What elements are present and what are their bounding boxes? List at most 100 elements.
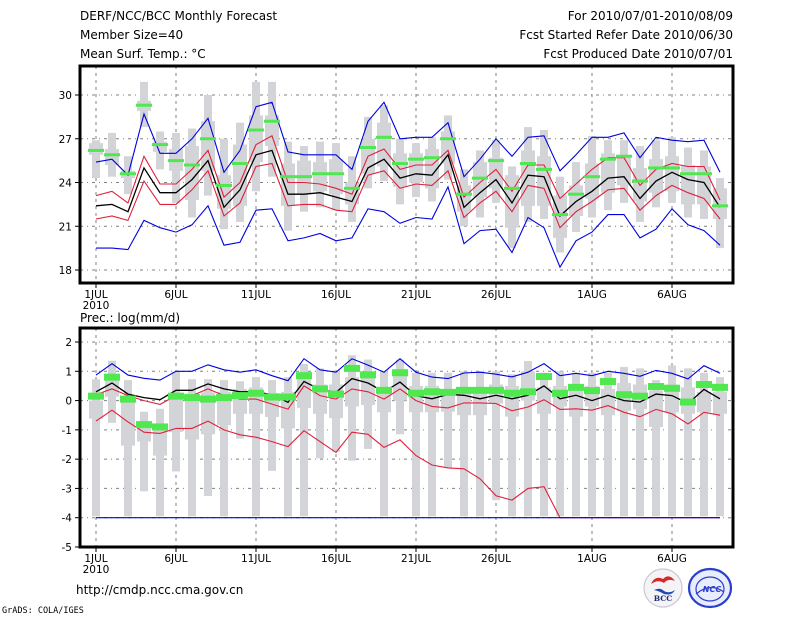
temp-observed-mark: [280, 175, 296, 179]
precip-observed-mark: [600, 378, 616, 386]
precip-observed-mark: [504, 389, 520, 397]
temp-ytick-label: 24: [59, 178, 73, 190]
temp-quartile-box: [217, 175, 231, 209]
precip-xtick-label: 1JUL: [84, 553, 107, 565]
variable-label: Mean Surf. Temp.: °C: [80, 47, 206, 61]
temp-quartile-box: [153, 141, 167, 152]
precip-xtick-label: 11JUL: [241, 553, 271, 565]
precip-ytick-label: -4: [62, 513, 73, 525]
precip-quartile-box: [697, 391, 711, 413]
precip-observed-mark: [104, 373, 120, 381]
precip-observed-mark: [584, 387, 600, 395]
temp-quartile-box: [601, 153, 615, 193]
precip-panel-title: Prec.: log(mm/d): [80, 311, 180, 325]
temp-observed-mark: [632, 179, 648, 183]
precip-observed-mark: [392, 369, 408, 377]
temp-observed-mark: [248, 128, 264, 132]
precip-whisker-box: [124, 380, 132, 517]
temp-ytick-label: 18: [59, 265, 72, 277]
temp-observed-mark: [408, 157, 424, 161]
precip-whisker-box: [524, 361, 532, 517]
precip-whisker-box: [572, 372, 580, 517]
temp-xtick-label: 6AUG: [657, 289, 687, 301]
temp-ytick-label: 30: [59, 90, 72, 102]
temp-line-mean: [95, 149, 721, 218]
precip-observed-mark: [200, 395, 216, 403]
temp-xtick-year: 2010: [83, 300, 110, 312]
temp-observed-mark: [200, 137, 216, 141]
precip-ytick-label: 2: [65, 337, 72, 349]
temp-quartile-box: [233, 144, 247, 206]
precip-whisker-box: [460, 371, 468, 517]
temp-observed-mark: [88, 148, 104, 152]
precip-observed-mark: [696, 380, 712, 388]
member-size: Member Size=40: [80, 28, 183, 42]
temp-quartile-box: [697, 166, 711, 205]
precip-whisker-box: [620, 366, 628, 517]
temp-observed-mark: [328, 172, 344, 176]
precip-observed-mark: [88, 392, 104, 400]
forecast-produced-date: Fcst Produced Date 2010/07/01: [543, 47, 733, 61]
precip-plot-frame: [78, 326, 735, 549]
precip-ytick-label: 1: [65, 366, 72, 378]
precip-observed-mark: [488, 386, 504, 394]
temp-observed-mark: [360, 146, 376, 149]
precip-quartile-box: [153, 426, 167, 456]
precip-observed-mark: [632, 392, 648, 400]
precip-line-outer-upper: [95, 357, 721, 382]
temp-line-outer-lower: [96, 185, 721, 269]
temp-observed-mark: [504, 186, 520, 190]
temp-quartile-box: [521, 150, 535, 206]
precip-observed-mark: [552, 389, 568, 397]
precip-quartile-box: [89, 400, 103, 419]
precip-whisker-box: [668, 365, 676, 517]
temp-observed-mark: [104, 153, 120, 157]
temp-observed-mark: [696, 172, 712, 176]
precip-ytick-label: -2: [62, 454, 72, 466]
precip-quartile-box: [377, 388, 391, 413]
temp-ytick-label: 21: [59, 221, 72, 233]
precip-observed-mark: [264, 393, 280, 401]
precip-quartile-box: [297, 372, 311, 408]
temp-quartile-box: [457, 185, 471, 212]
precip-observed-mark: [296, 372, 312, 380]
temp-line-inner-lower: [95, 162, 721, 229]
temp-observed-mark: [168, 159, 184, 163]
precip-whisker-box: [492, 371, 500, 501]
precip-quartile-box: [121, 402, 135, 446]
precip-whisker-box: [412, 372, 420, 517]
temp-quartile-box: [201, 121, 215, 171]
temp-xtick-label: 21JUL: [401, 289, 431, 301]
forecast-start-date: Fcst Started Refer Date 2010/06/30: [519, 28, 733, 42]
temp-observed-mark: [184, 163, 200, 167]
precip-observed-mark: [664, 384, 680, 392]
precip-xtick-label: 16JUL: [321, 553, 351, 565]
precip-observed-mark: [424, 388, 440, 396]
ncc-logo: NCC: [687, 567, 733, 609]
precip-observed-mark: [712, 383, 728, 391]
temp-observed-mark: [664, 166, 680, 170]
precip-observed-mark: [328, 390, 344, 398]
temp-observed-mark: [424, 156, 440, 160]
precip-observed-mark: [472, 386, 488, 394]
temp-observed-mark: [712, 204, 728, 208]
temp-quartile-box: [681, 165, 695, 205]
temp-whisker-box: [92, 140, 100, 179]
precip-whisker-box: [540, 372, 548, 517]
precip-ytick-label: -5: [62, 542, 72, 554]
ncc-logo-text: NCC: [703, 585, 722, 594]
footer-url[interactable]: http://cmdp.ncc.cma.gov.cn: [76, 583, 243, 597]
temp-xtick-label: 1AUG: [577, 289, 607, 301]
precip-ytick-label: 0: [65, 396, 72, 408]
temp-quartile-box: [265, 115, 279, 147]
precip-observed-mark: [344, 364, 360, 372]
precip-quartile-box: [169, 393, 183, 432]
precip-observed-mark: [456, 386, 472, 394]
grads-credit: GrADS: COLA/IGES: [2, 606, 84, 616]
precip-observed-mark: [408, 389, 424, 397]
precip-quartile-box: [329, 384, 343, 419]
precip-whisker-box: [604, 372, 612, 517]
temp-observed-mark: [536, 167, 552, 171]
precip-whisker-box: [652, 380, 660, 517]
